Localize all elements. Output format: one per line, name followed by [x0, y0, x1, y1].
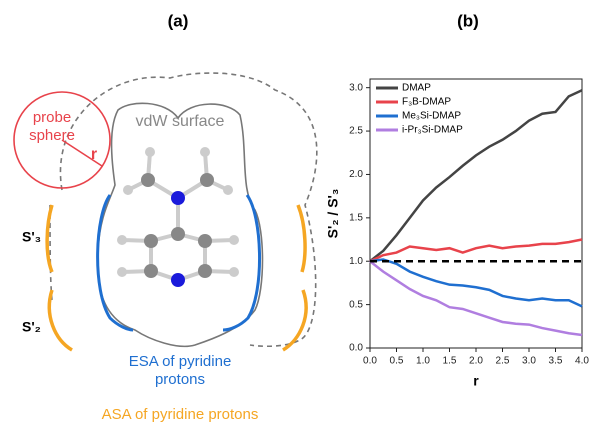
probe-radius — [61, 139, 103, 167]
x-tick-label: 0.5 — [390, 356, 404, 367]
y-axis-label: S'₂ / S'₃ — [325, 189, 341, 239]
bonds — [121, 151, 235, 282]
panel-label: (b) — [457, 11, 479, 30]
x-axis-label: r — [473, 373, 479, 389]
legend-label: i-Pr₃Si-DMAP — [402, 125, 463, 136]
radius-label: r — [91, 146, 97, 163]
y-tick-label: 2.5 — [349, 126, 363, 137]
x-tick-label: 2.0 — [469, 356, 483, 367]
x-tick-label: 4.0 — [575, 356, 589, 367]
asa-arc — [45, 204, 54, 273]
y-tick-label: 1.5 — [349, 212, 363, 223]
asa-arc — [282, 289, 308, 352]
asa-label: ASA of pyridine protons — [102, 406, 259, 423]
probe-label: probe — [33, 109, 71, 126]
legend-label: Me₃Si-DMAP — [402, 111, 461, 122]
s2-label: S'₂ — [22, 319, 41, 335]
diagram: probe sphere r vdW surface S'₃ S'₂ ESA o… — [13, 72, 318, 423]
series-line — [369, 89, 583, 263]
x-tick-label: 2.5 — [496, 356, 510, 367]
y-tick-label: 3.0 — [349, 82, 363, 93]
y-tick-label: 0.5 — [349, 299, 363, 310]
asa-outline — [59, 72, 318, 348]
vdw-label: vdW surface — [136, 113, 225, 130]
esa-label: ESA of pyridine — [129, 353, 232, 370]
series-line — [369, 258, 583, 308]
y-tick-label: 2.0 — [349, 169, 363, 180]
hydrogens — [117, 147, 239, 277]
y-tick-label: 0.0 — [349, 343, 363, 354]
s3-label: S'₃ — [22, 229, 41, 245]
x-tick-label: 3.5 — [549, 356, 563, 367]
line-chart: 0.0 0.5 1.0 1.5 2.0 2.5 3.0 0.0 0.5 1.0 1.5 2.0 2.5 3… — [325, 78, 589, 389]
y-tick-label: 1.0 — [349, 256, 363, 267]
asa-arc — [47, 289, 73, 352]
esa-arc — [222, 194, 261, 332]
x-tick-label: 1.0 — [416, 356, 430, 367]
esa-arc — [96, 194, 134, 332]
series-line — [369, 260, 583, 337]
nitrogen — [171, 191, 185, 205]
x-tick-label: 3.0 — [522, 356, 536, 367]
legend-label: F₃B-DMAP — [402, 97, 451, 108]
nitrogen — [171, 273, 185, 287]
x-tick-label: 1.5 — [443, 356, 457, 367]
carbons — [141, 173, 214, 278]
series-line — [369, 238, 583, 263]
probe-label: sphere — [29, 127, 75, 144]
panel-label: (a) — [168, 11, 189, 30]
legend-label: DMAP — [402, 83, 431, 94]
probe-sphere — [13, 91, 111, 189]
x-tick-label: 0.0 — [363, 356, 377, 367]
asa-arc — [296, 204, 307, 273]
esa-label: protons — [155, 371, 205, 388]
